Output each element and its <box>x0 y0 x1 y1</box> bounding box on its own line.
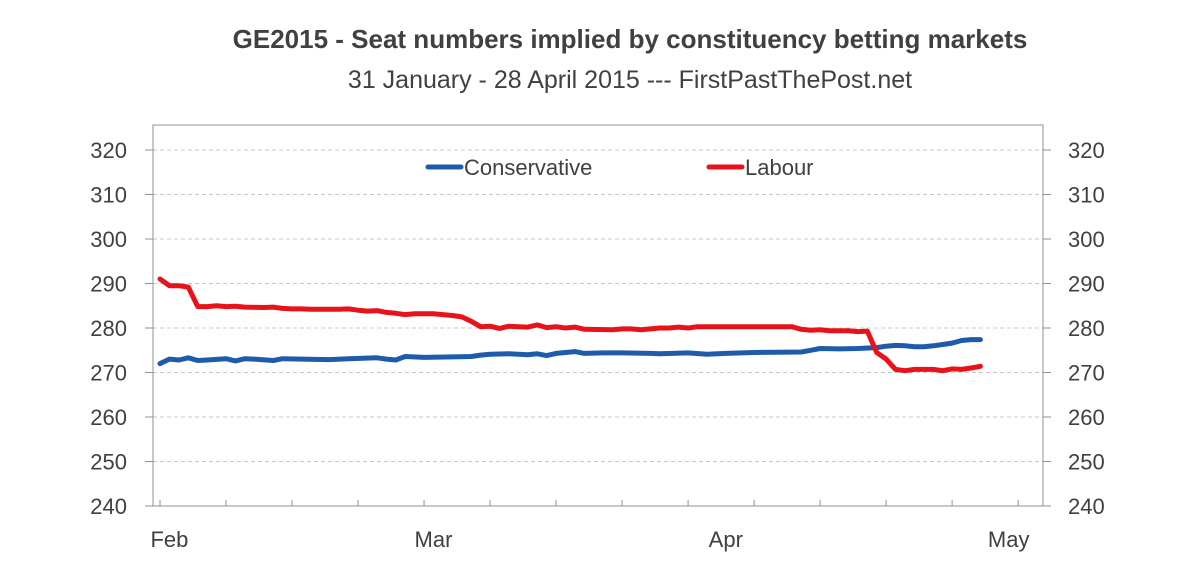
chart-title: GE2015 - Seat numbers implied by constit… <box>233 24 1028 54</box>
y-tick-label-left: 270 <box>90 361 127 386</box>
legend: Conservative Labour <box>425 155 814 180</box>
y-tick-label-right: 260 <box>1068 405 1105 430</box>
series-line-labour <box>157 276 983 374</box>
y-tick-label-left: 320 <box>90 138 127 163</box>
y-tick-label-right: 240 <box>1068 494 1105 519</box>
legend-label-conservative: Conservative <box>464 155 592 180</box>
series-lines <box>157 276 983 374</box>
y-tick-label-left: 310 <box>90 183 127 208</box>
series-line-conservative <box>157 337 983 367</box>
x-axis: Feb Mar Apr May <box>150 500 1029 552</box>
y-tick-label-right: 290 <box>1068 272 1105 297</box>
gridlines <box>153 149 1043 462</box>
y-tick-label-left: 240 <box>90 494 127 519</box>
y-tick-label-right: 300 <box>1068 227 1105 252</box>
y-tick-label-left: 250 <box>90 450 127 475</box>
y-tick-label-left: 260 <box>90 405 127 430</box>
y-tick-label-right: 250 <box>1068 450 1105 475</box>
y-axis: 240 240 250 250 260 260 270 270 280 280 290 290 300 3… <box>90 138 1104 519</box>
chart-subtitle: 31 January - 28 April 2015 --- FirstPast… <box>348 66 912 94</box>
x-tick-label: Apr <box>709 527 743 552</box>
y-tick-label-right: 310 <box>1068 183 1105 208</box>
x-tick-label: Feb <box>150 527 188 552</box>
y-tick-label-right: 320 <box>1068 138 1105 163</box>
y-tick-label-left: 280 <box>90 316 127 341</box>
plot-area <box>152 124 1044 507</box>
y-tick-label-right: 270 <box>1068 361 1105 386</box>
y-tick-label-left: 290 <box>90 272 127 297</box>
x-tick-label: Mar <box>415 527 453 552</box>
y-tick-label-left: 300 <box>90 227 127 252</box>
legend-label-labour: Labour <box>745 155 814 180</box>
y-tick-label-right: 280 <box>1068 316 1105 341</box>
x-tick-label: May <box>988 527 1030 552</box>
